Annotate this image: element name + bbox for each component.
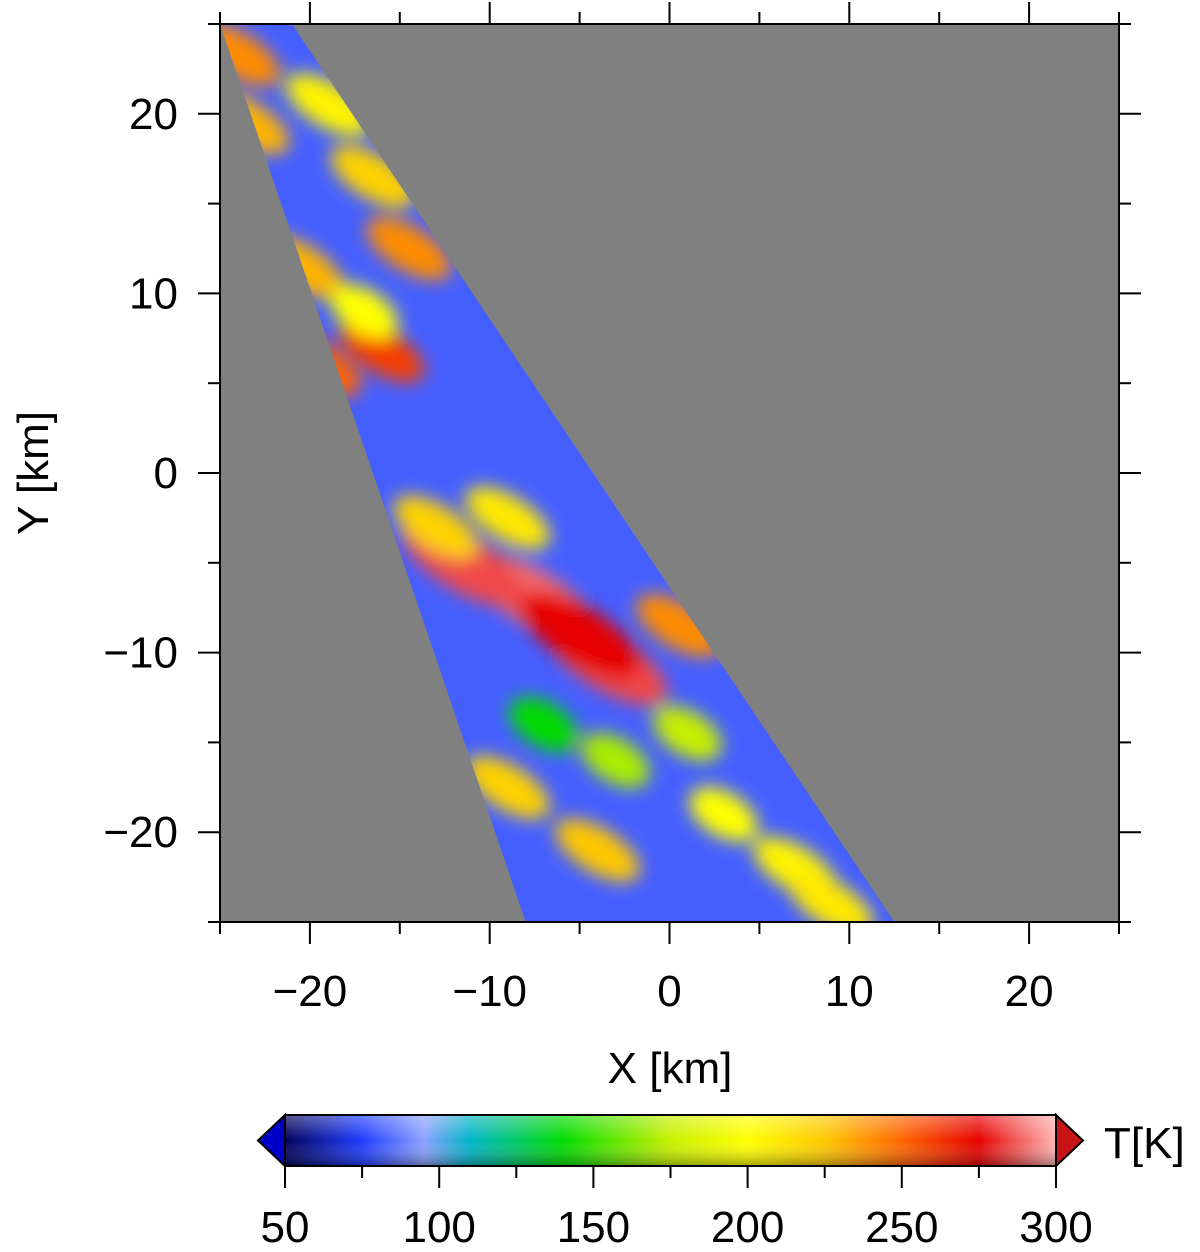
temperature-feature xyxy=(581,732,650,788)
y-tick-label: −10 xyxy=(103,629,178,678)
temperature-feature xyxy=(339,319,425,383)
y-tick-label: −20 xyxy=(103,808,178,857)
y-axis-tick-labels: −20 −10 0 10 20 xyxy=(103,90,178,857)
x-tick-label: 10 xyxy=(825,967,874,1016)
temperature-feature xyxy=(465,486,551,550)
temperature-feature xyxy=(518,590,641,679)
x-tick-label: −10 xyxy=(452,967,527,1016)
colorbar-tick-label: 300 xyxy=(1019,1203,1092,1252)
temperature-feature xyxy=(653,705,722,761)
y-tick-label: 20 xyxy=(129,90,178,139)
temperature-feature xyxy=(788,872,874,922)
colorbar-ticks xyxy=(284,1166,1057,1188)
colorbar-label: T[K] xyxy=(1104,1119,1185,1168)
temperature-feature xyxy=(509,696,578,752)
temperature-feature xyxy=(220,24,281,87)
temperature-feature xyxy=(329,283,399,339)
temperature-map xyxy=(219,23,1120,923)
temperature-feature xyxy=(393,495,479,559)
x-axis-title: X [km] xyxy=(608,1044,733,1093)
temperature-feature xyxy=(555,818,640,882)
temperature-feature xyxy=(689,786,758,842)
temperature-feature xyxy=(285,73,371,137)
colorbar-under-triangle xyxy=(256,1112,286,1169)
x-axis-tick-labels: −20 −10 0 10 20 xyxy=(273,967,1054,1016)
colorbar-tick-label: 150 xyxy=(557,1203,630,1252)
colorbar-over-triangle xyxy=(1055,1112,1085,1169)
temperature-feature xyxy=(366,216,452,281)
temperature-feature xyxy=(465,755,551,819)
temperature-features xyxy=(220,24,874,922)
y-tick-label: 0 xyxy=(154,449,178,498)
y-axis-title: Y [km] xyxy=(9,411,58,535)
temperature-feature xyxy=(330,145,416,209)
x-tick-label: 0 xyxy=(657,967,681,1016)
colorbar: 50 100 150 200 250 300 T[K] xyxy=(256,1112,1185,1252)
temperature-feature xyxy=(636,594,721,658)
colorbar-tick-labels: 50 100 150 200 250 300 xyxy=(261,1203,1093,1252)
colorbar-shading xyxy=(285,1115,1056,1166)
colorbar-tick-label: 250 xyxy=(865,1203,938,1252)
y-tick-label: 10 xyxy=(129,269,178,318)
x-axis-ticks xyxy=(219,2,1120,944)
x-tick-label: −20 xyxy=(273,967,348,1016)
colorbar-tick-label: 200 xyxy=(711,1203,784,1252)
colorbar-tick-label: 100 xyxy=(402,1203,475,1252)
y-axis-ticks xyxy=(198,23,1141,923)
colorbar-tick-label: 50 xyxy=(261,1203,310,1252)
x-tick-label: 20 xyxy=(1005,967,1054,1016)
